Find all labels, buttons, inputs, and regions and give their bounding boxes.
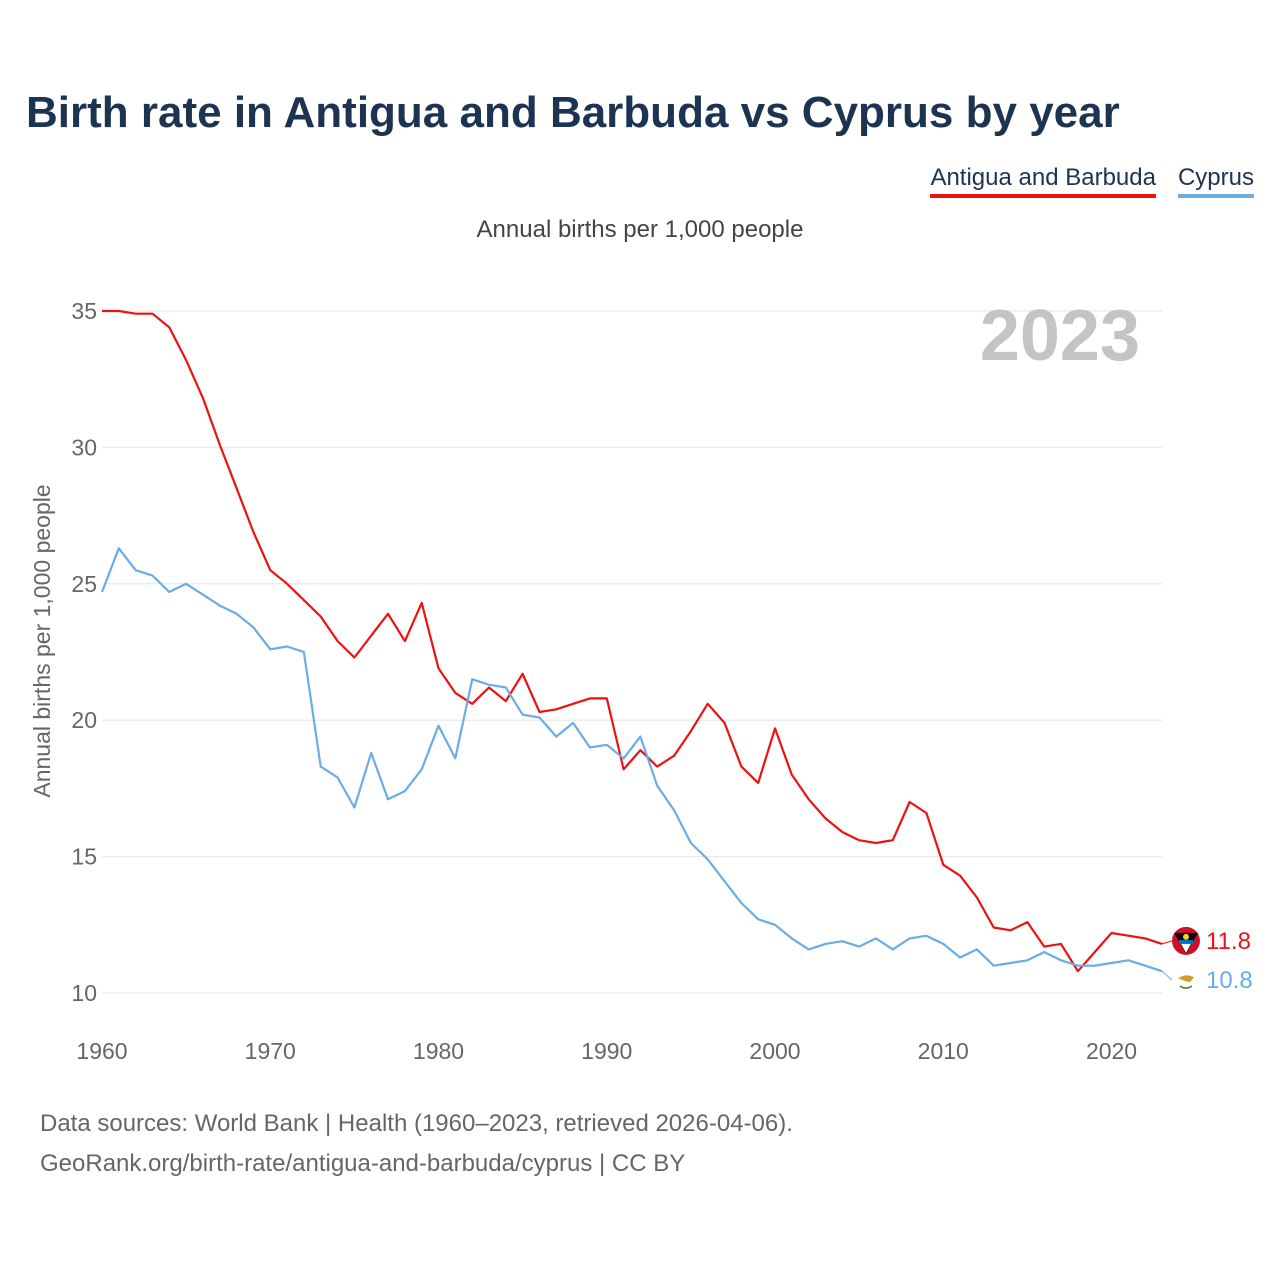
y-tick-label: 15 [71, 844, 97, 870]
legend: Antigua and Barbuda Cyprus [930, 164, 1254, 198]
series-line-antigua [102, 309, 1163, 973]
y-tick-label: 20 [71, 707, 97, 733]
x-tick-label: 1990 [581, 1038, 632, 1064]
end-connector [1161, 970, 1173, 981]
year-watermark: 2023 [980, 296, 1140, 376]
legend-item-cyprus[interactable]: Cyprus [1177, 164, 1254, 198]
source-note: Data sources: World Bank | Health (1960–… [40, 1104, 793, 1184]
source-line-2: GeoRank.org/birth-rate/antigua-and-barbu… [40, 1150, 686, 1177]
x-tick-label: 2010 [918, 1038, 969, 1064]
chart-subtitle: Annual births per 1,000 people [476, 216, 804, 243]
y-tick-label: 10 [71, 980, 97, 1006]
end-value-label: 11.8 [1206, 928, 1251, 955]
x-tick-label: 1970 [245, 1038, 296, 1064]
x-tick-label: 1980 [413, 1038, 464, 1064]
end-markers: 11.8 10.8 [1161, 926, 1253, 995]
y-tick-label: 25 [71, 571, 97, 597]
x-tick-label: 1960 [76, 1038, 127, 1064]
cyprus-flag-icon [1172, 966, 1200, 995]
source-line-1: Data sources: World Bank | Health (1960–… [40, 1110, 793, 1137]
gridlines [102, 310, 1162, 994]
antigua-flag-icon [1172, 926, 1200, 955]
chart-title: Birth rate in Antigua and Barbuda vs Cyp… [26, 88, 1120, 137]
series-line-cyprus [100, 547, 1163, 973]
series-lines [100, 309, 1163, 973]
y-tick-label: 35 [71, 298, 97, 324]
end-value-label: 10.8 [1206, 967, 1253, 994]
y-tick-label: 30 [71, 434, 97, 460]
legend-item-antigua[interactable]: Antigua and Barbuda [930, 164, 1156, 198]
x-tick-label: 2020 [1086, 1038, 1137, 1064]
x-tick-label: 2000 [749, 1038, 800, 1064]
end-connector [1161, 940, 1173, 945]
y-axis-label: Annual births per 1,000 people [29, 484, 55, 797]
x-axis-ticks: 1960 1970 1980 1990 2000 2010 2020 [76, 1038, 1137, 1064]
y-axis-ticks: 10 15 20 25 30 35 [71, 298, 97, 1006]
